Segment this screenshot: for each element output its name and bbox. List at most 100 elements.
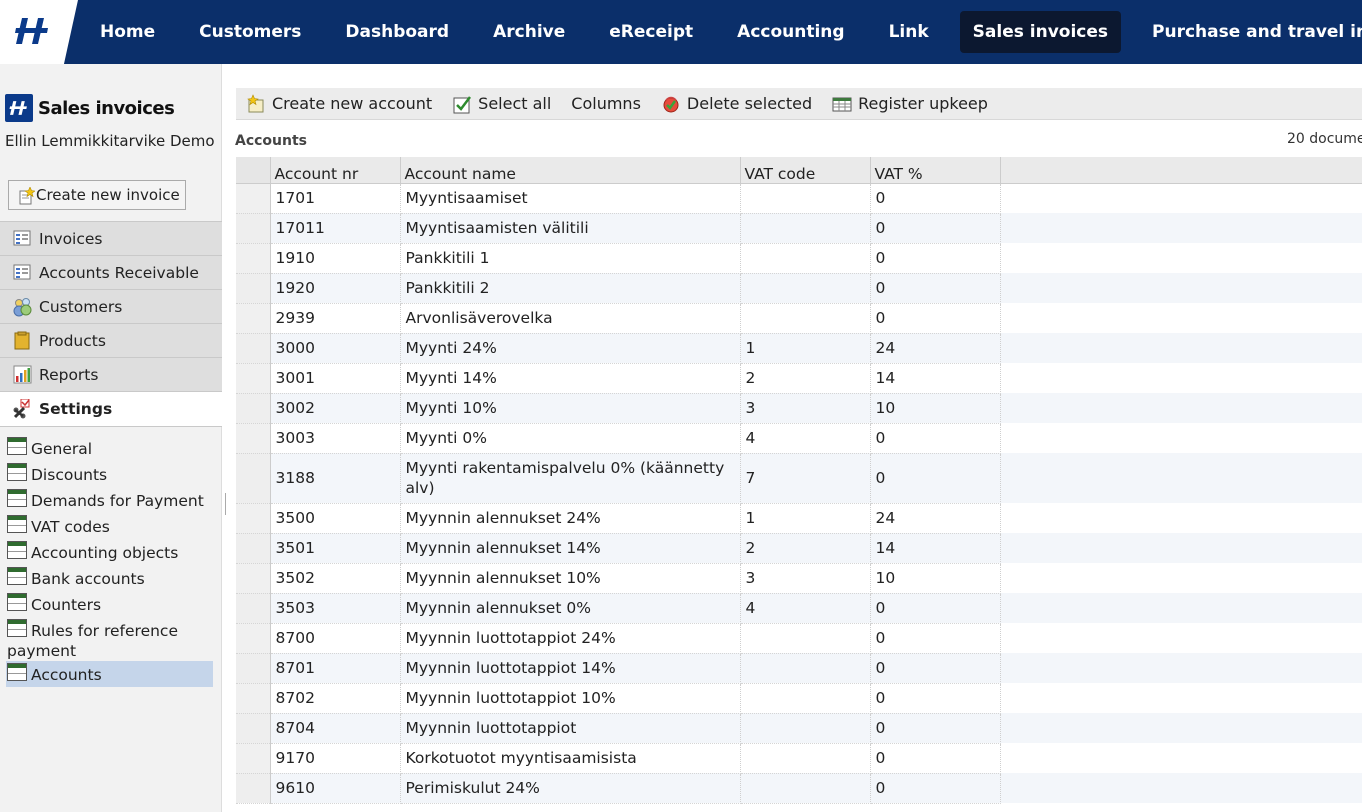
account-nr-cell: 9610 [270, 773, 401, 804]
row-selector[interactable] [236, 683, 271, 714]
vat-percent-cell: 24 [870, 503, 1001, 534]
app-logo[interactable] [0, 0, 78, 64]
row-selector[interactable] [236, 453, 271, 504]
vat-percent-cell: 0 [870, 423, 1001, 454]
select-all-button[interactable]: Select all [452, 94, 551, 114]
row-selector[interactable] [236, 183, 271, 214]
settings-item-general[interactable]: General [0, 435, 222, 461]
sidebar-item-invoices[interactable]: Invoices [0, 221, 222, 255]
table-row[interactable]: 1920 Pankkitili 2 0 [236, 273, 1362, 304]
account-nr-cell: 1910 [270, 243, 401, 274]
sidebar-item-products[interactable]: Products [0, 323, 222, 357]
table-row[interactable]: 3002 Myynti 10% 3 10 [236, 393, 1362, 424]
create-new-invoice-button[interactable]: Create new invoice [8, 180, 186, 210]
create-new-account-button[interactable]: Create new account [246, 93, 432, 114]
nav-purchase-and-travel-invoices[interactable]: Purchase and travel invoices [1152, 22, 1362, 42]
row-selector[interactable] [236, 273, 271, 304]
table-row[interactable]: 3503 Myynnin alennukset 0% 4 0 [236, 593, 1362, 624]
row-selector[interactable] [236, 533, 271, 564]
column-header-vat-code[interactable]: VAT code [740, 157, 871, 184]
table-row[interactable]: 3502 Myynnin alennukset 10% 3 10 [236, 563, 1362, 594]
row-selector[interactable] [236, 773, 271, 804]
account-name-cell: Myyntisaamisten välitili [400, 213, 741, 244]
row-selector[interactable] [236, 303, 271, 334]
account-nr-cell: 8702 [270, 683, 401, 714]
row-selector[interactable] [236, 423, 271, 454]
table-row[interactable]: 17011 Myyntisaamisten välitili 0 [236, 213, 1362, 244]
nav-accounting[interactable]: Accounting [737, 22, 845, 42]
table-row[interactable]: 3003 Myynti 0% 4 0 [236, 423, 1362, 454]
row-selector[interactable] [236, 393, 271, 424]
sidebar-item-reports[interactable]: Reports [0, 357, 222, 391]
settings-item-vat-codes[interactable]: VAT codes [0, 513, 222, 539]
delete-selected-button[interactable]: Delete selected [661, 94, 812, 114]
table-row[interactable]: 3188 Myynti rakentamispalvelu 0% (käännet… [236, 453, 1362, 504]
row-selector-header[interactable] [236, 157, 271, 184]
table-row[interactable]: 9170 Korkotuotot myyntisaamisista 0 [236, 743, 1362, 774]
sidebar: Sales invoices Ellin Lemmikkitarvike Dem… [0, 64, 222, 812]
sidebar-item-settings[interactable]: Settings [0, 391, 222, 427]
row-selector[interactable] [236, 743, 271, 774]
settings-item-demands-for-payment[interactable]: Demands for Payment [0, 487, 222, 513]
settings-item-accounting-objects[interactable]: Accounting objects [0, 539, 222, 565]
vat-code-cell [740, 243, 871, 274]
column-header-account-nr[interactable]: Account nr [270, 157, 401, 184]
column-header-account-name[interactable]: Account name [400, 157, 741, 184]
account-name-cell: Myynti 10% [400, 393, 741, 424]
nav-customers[interactable]: Customers [199, 22, 302, 42]
table-row[interactable]: 8701 Myynnin luottotappiot 14% 0 [236, 653, 1362, 684]
table-row[interactable]: 9610 Perimiskulut 24% 0 [236, 773, 1362, 804]
settings-item-discounts[interactable]: Discounts [0, 461, 222, 487]
settings-item-accounts[interactable]: Accounts [6, 661, 213, 687]
table-icon [7, 567, 27, 585]
row-selector[interactable] [236, 593, 271, 624]
table-row[interactable]: 1910 Pankkitili 1 0 [236, 243, 1362, 274]
table-row[interactable]: 1701 Myyntisaamiset 0 [236, 183, 1362, 214]
row-selector[interactable] [236, 243, 271, 274]
register-upkeep-button[interactable]: Register upkeep [832, 94, 988, 114]
table-row[interactable]: 2939 Arvonlisäverovelka 0 [236, 303, 1362, 334]
nav-link[interactable]: Link [888, 22, 929, 42]
main-menu: Home Customers Dashboard Archive eReceipt Acc… [78, 0, 1362, 64]
vat-code-cell: 1 [740, 503, 871, 534]
table-row[interactable]: 3501 Myynnin alennukset 14% 2 14 [236, 533, 1362, 564]
nav-dashboard[interactable]: Dashboard [345, 22, 450, 42]
row-selector[interactable] [236, 503, 271, 534]
columns-button[interactable]: Columns [571, 94, 641, 113]
table-row[interactable]: 8704 Myynnin luottotappiot 0 [236, 713, 1362, 744]
account-nr-cell: 8704 [270, 713, 401, 744]
new-document-icon [17, 186, 36, 205]
vat-percent-cell: 0 [870, 683, 1001, 714]
sidebar-resize-handle[interactable] [225, 493, 227, 515]
settings-item-rules-for-reference-payment[interactable]: Rules for reference payment [0, 617, 222, 661]
settings-item-bank-accounts[interactable]: Bank accounts [0, 565, 222, 591]
header-filler [1000, 157, 1362, 184]
row-selector[interactable] [236, 623, 271, 654]
table-row[interactable]: 3500 Myynnin alennukset 24% 1 24 [236, 503, 1362, 534]
nav-home[interactable]: Home [100, 22, 156, 42]
nav-sales-invoices[interactable]: Sales invoices [959, 11, 1122, 53]
account-name-cell: Myynti 14% [400, 363, 741, 394]
nav-archive[interactable]: Archive [493, 22, 566, 42]
table-row[interactable]: 8702 Myynnin luottotappiot 10% 0 [236, 683, 1362, 714]
settings-item-label: Bank accounts [31, 570, 145, 588]
sidebar-item-accounts-receivable[interactable]: Accounts Receivable [0, 255, 222, 289]
create-new-invoice-label: Create new invoice [36, 186, 180, 204]
row-filler [1000, 653, 1362, 683]
row-selector[interactable] [236, 363, 271, 394]
row-selector[interactable] [236, 213, 271, 244]
sidebar-item-customers[interactable]: Customers [0, 289, 222, 323]
table-row[interactable]: 3001 Myynti 14% 2 14 [236, 363, 1362, 394]
nav-ereceipt[interactable]: eReceipt [609, 22, 694, 42]
row-selector[interactable] [236, 563, 271, 594]
row-selector[interactable] [236, 653, 271, 684]
settings-item-counters[interactable]: Counters [0, 591, 222, 617]
row-selector[interactable] [236, 713, 271, 744]
table-row[interactable]: 8700 Myynnin luottotappiot 24% 0 [236, 623, 1362, 654]
sidebar-item-label: Reports [39, 365, 99, 384]
row-selector[interactable] [236, 333, 271, 364]
account-name-cell: Myynnin alennukset 14% [400, 533, 741, 564]
account-nr-cell: 3002 [270, 393, 401, 424]
column-header-vat-percent[interactable]: VAT % [870, 157, 1001, 184]
table-row[interactable]: 3000 Myynti 24% 1 24 [236, 333, 1362, 364]
